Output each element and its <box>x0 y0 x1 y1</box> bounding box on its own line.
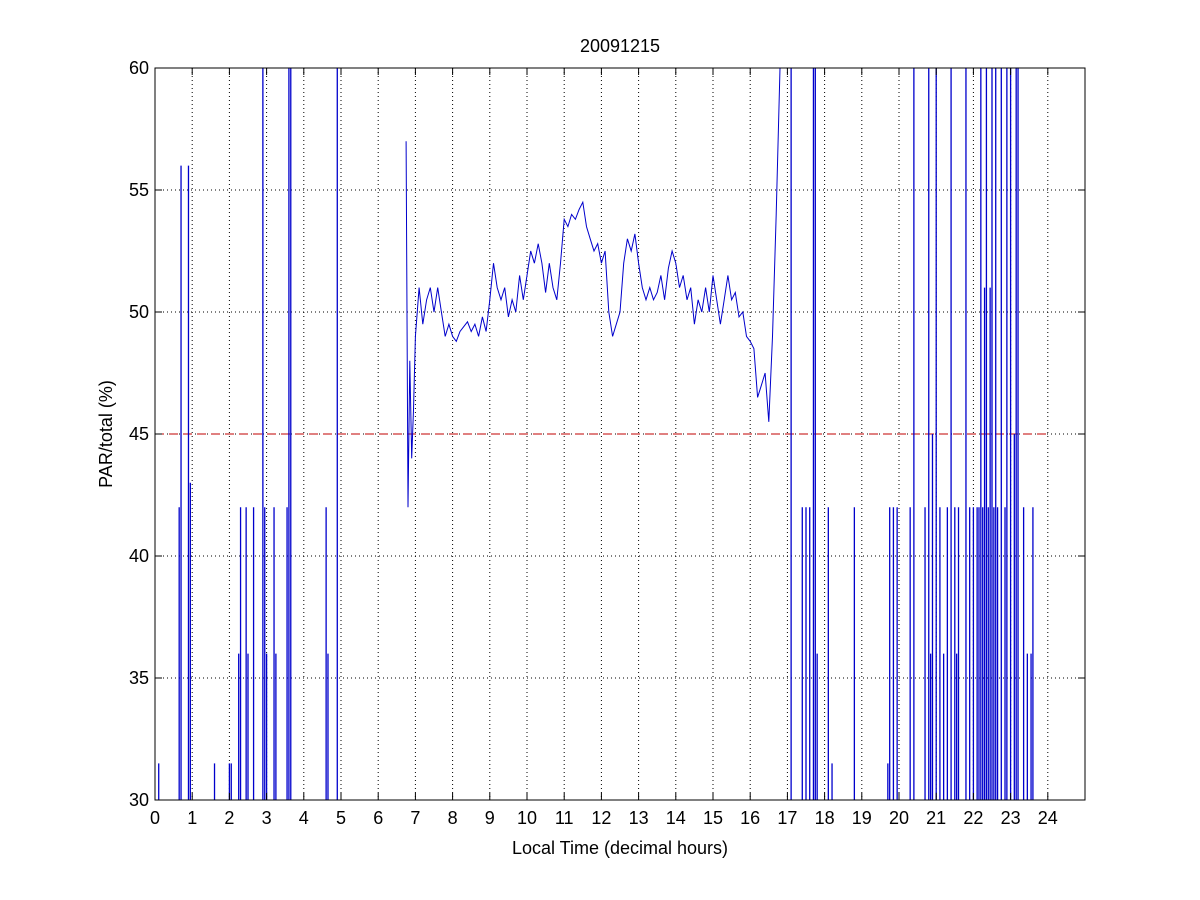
x-axis-label: Local Time (decimal hours) <box>512 838 728 858</box>
y-tick-label: 40 <box>129 546 149 566</box>
axis-ticks <box>154 67 1085 801</box>
x-tick-label: 11 <box>555 808 574 828</box>
x-tick-label: 17 <box>777 808 797 828</box>
y-tick-label: 55 <box>129 180 149 200</box>
y-tick-label: 30 <box>129 790 149 810</box>
spikes <box>158 68 1034 800</box>
x-tick-label: 7 <box>410 808 420 828</box>
x-tick-label: 12 <box>591 808 611 828</box>
series-line <box>405 67 781 508</box>
x-tick-label: 10 <box>517 808 537 828</box>
x-tick-label: 5 <box>336 808 346 828</box>
x-tick-label: 4 <box>299 808 309 828</box>
y-tick-label: 35 <box>129 668 149 688</box>
x-tick-label: 8 <box>448 808 458 828</box>
x-tick-label: 14 <box>666 808 686 828</box>
y-tick-labels: 30 35 40 45 50 55 60 <box>129 58 149 810</box>
x-tick-label: 20 <box>889 808 909 828</box>
x-tick-label: 13 <box>629 808 649 828</box>
x-tick-label: 3 <box>262 808 272 828</box>
x-tick-label: 19 <box>852 808 872 828</box>
x-tick-label: 21 <box>926 808 946 828</box>
x-tick-label: 23 <box>1001 808 1021 828</box>
y-tick-label: 60 <box>129 58 149 78</box>
x-tick-label: 9 <box>485 808 495 828</box>
x-tick-label: 0 <box>150 808 160 828</box>
x-tick-label: 6 <box>373 808 383 828</box>
y-tick-label: 50 <box>129 302 149 322</box>
x-tick-label: 24 <box>1038 808 1058 828</box>
x-tick-labels: 0 1 2 3 4 5 6 7 8 9 10 11 12 13 14 15 16 17 18 19 20 21 22 23 24 <box>150 808 1058 828</box>
x-tick-label: 18 <box>815 808 835 828</box>
x-tick-label: 1 <box>187 808 197 828</box>
y-tick-label: 45 <box>129 424 149 444</box>
x-tick-label: 16 <box>740 808 760 828</box>
chart-title: 20091215 <box>580 36 660 56</box>
x-tick-label: 22 <box>963 808 983 828</box>
x-tick-label: 15 <box>703 808 723 828</box>
x-tick-label: 2 <box>224 808 234 828</box>
y-axis-label: PAR/total (%) <box>96 380 116 488</box>
